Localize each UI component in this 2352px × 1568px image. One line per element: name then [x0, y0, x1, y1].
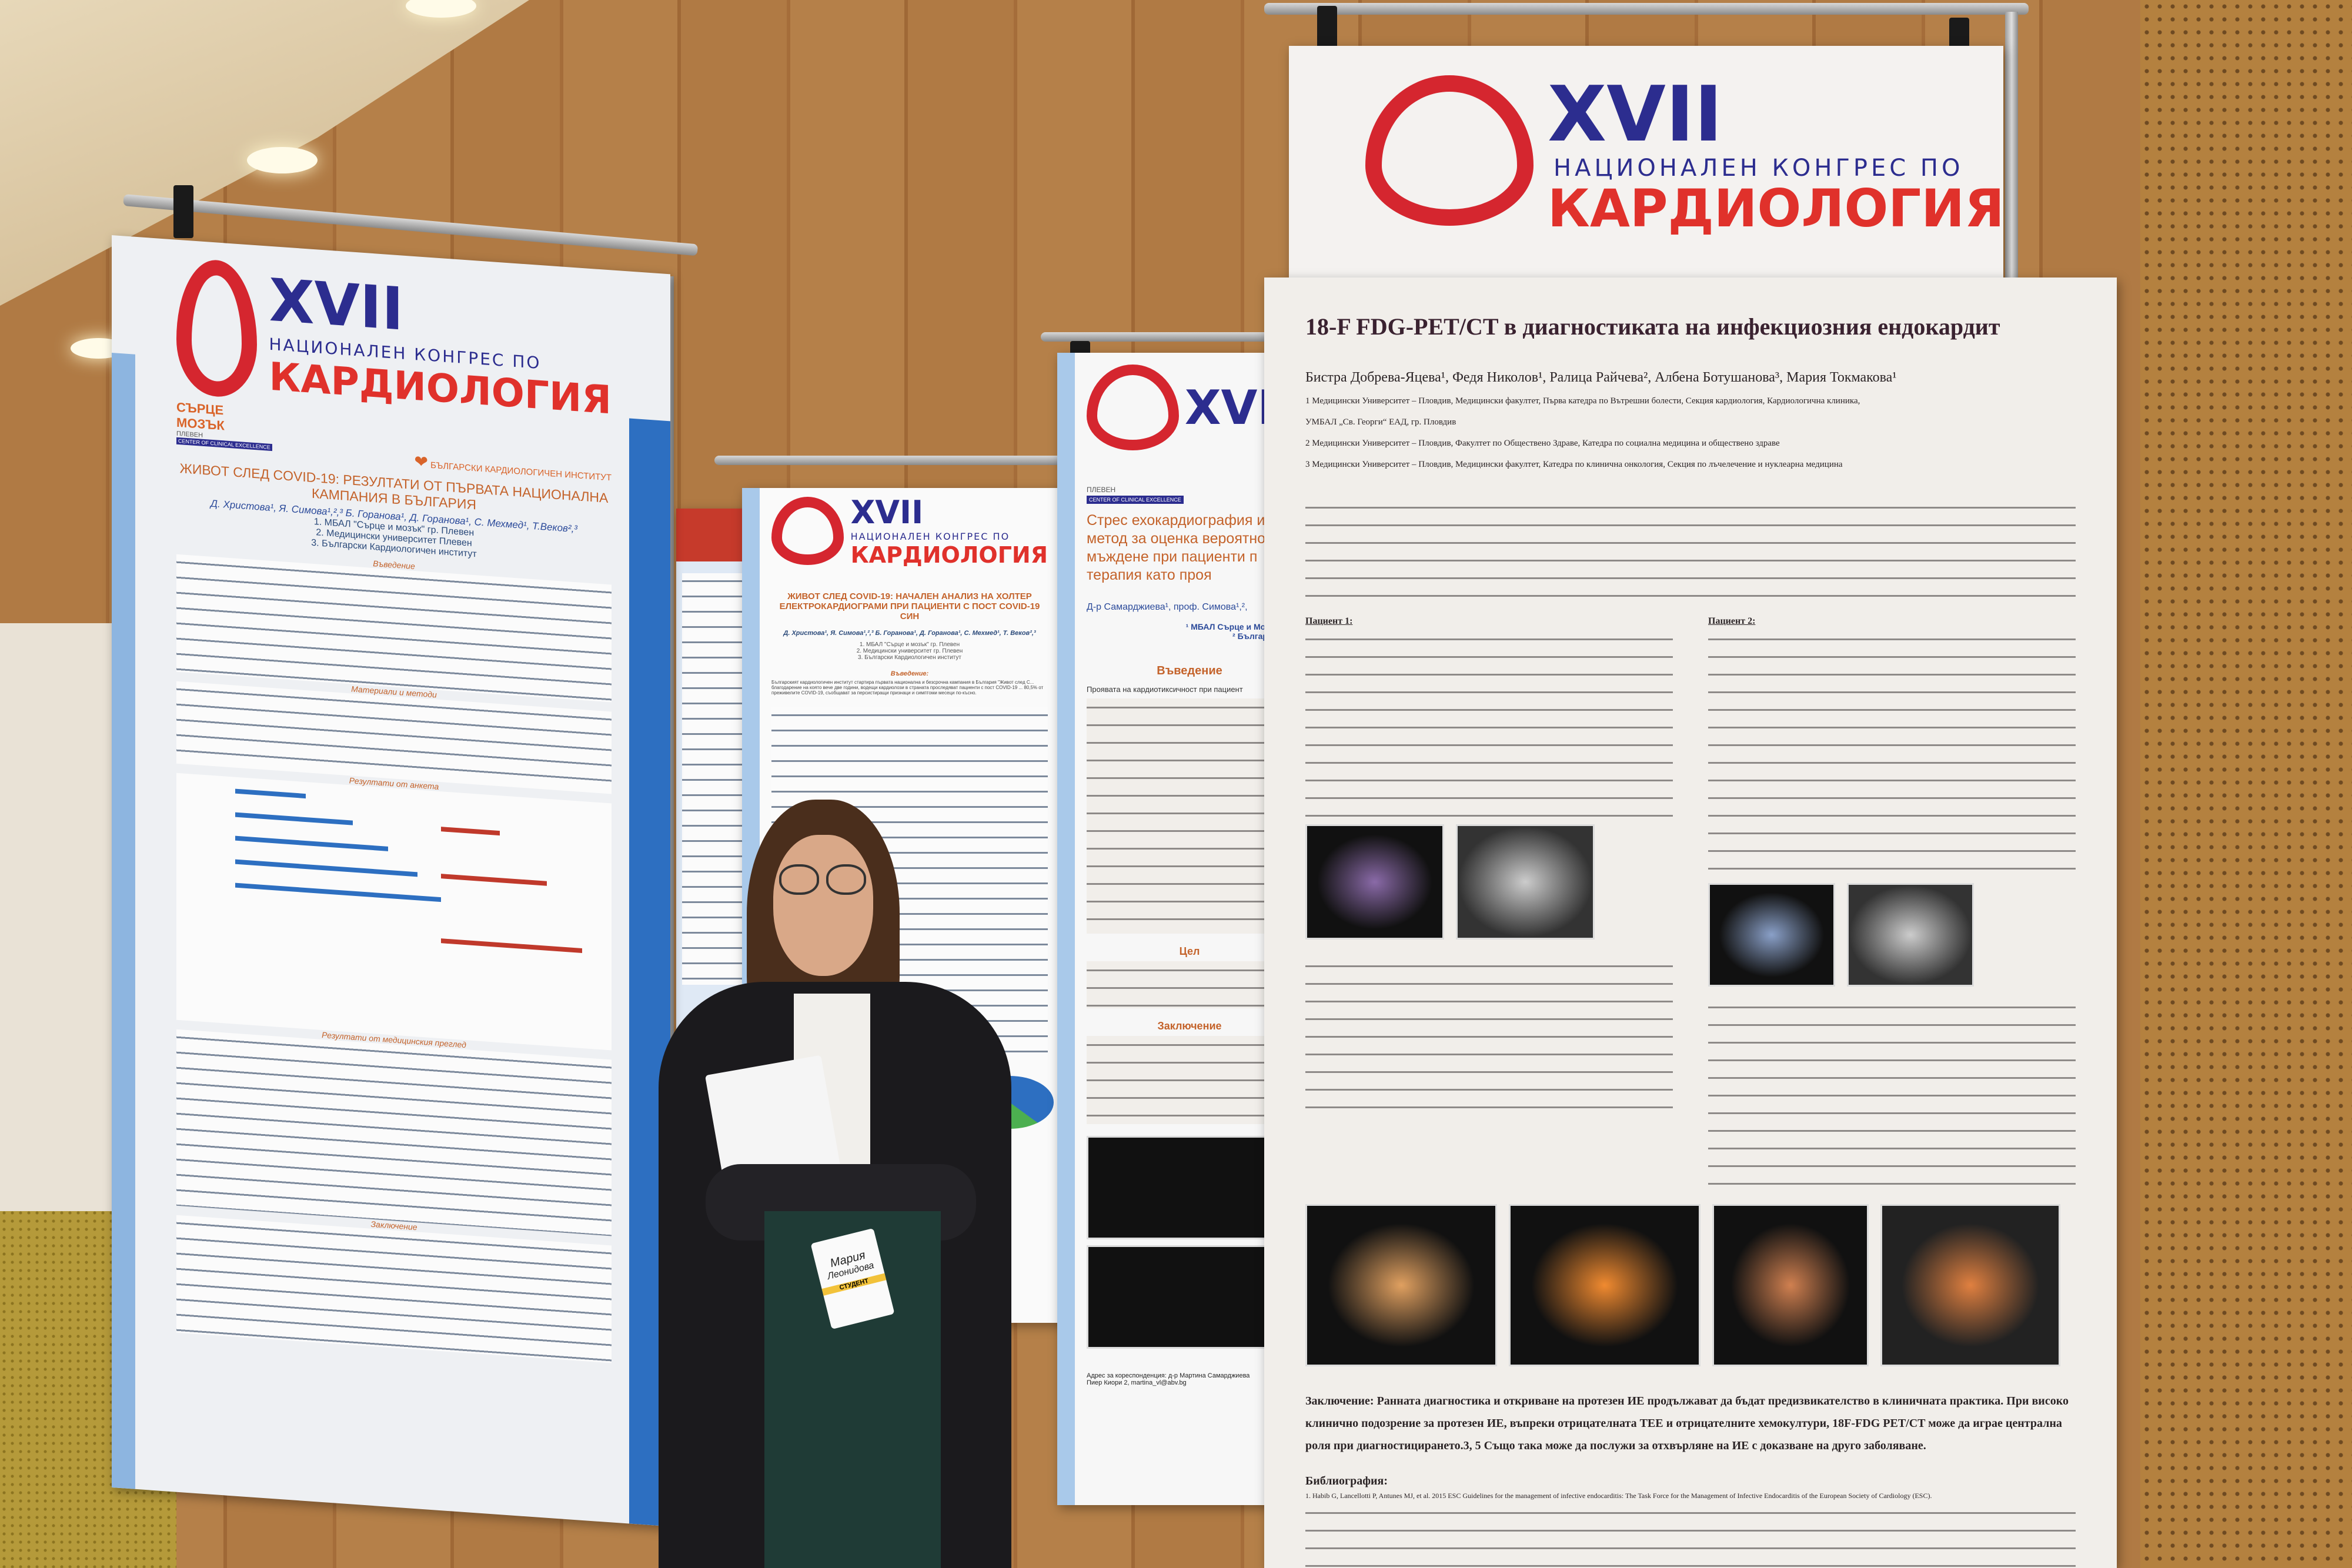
chest-xray-image — [1847, 883, 1974, 987]
echo-image — [1087, 1136, 1292, 1239]
poster-rod — [1264, 3, 2029, 15]
echo-image — [1087, 1245, 1292, 1349]
congress-line2: КАРДИОЛОГИЯ — [1548, 178, 2003, 239]
binder-clip — [173, 185, 193, 238]
congress-line1: НАЦИОНАЛЕН КОНГРЕС ПО — [850, 531, 1010, 542]
affiliation: 1 Медицински Университет – Пловдив, Меди… — [1305, 396, 1860, 406]
stand-pole — [2005, 12, 2018, 294]
intro-text: Проявата на кардиотиксичност при пациент — [1087, 685, 1243, 694]
poster-stress-echo: XVII ПЛЕВЕН CENTER OF CLINICAL EXCELLENC… — [1057, 353, 1304, 1505]
poster-title-line: терапия като проя — [1087, 567, 1212, 583]
section-heading: Цел — [1179, 945, 1200, 957]
poster-authors: Д. Христова¹, Я. Симова¹,²,³ Б. Горанова… — [783, 630, 1036, 637]
poster-title-line: Стрес ехокардиография и — [1087, 512, 1265, 529]
glasses-icon — [826, 864, 866, 895]
bar-chart-graphic — [176, 773, 612, 1051]
heart-ecg-icon — [1087, 365, 1179, 450]
glasses-icon — [779, 864, 819, 895]
poster-title-line: метод за оценка вероятно — [1087, 530, 1266, 547]
affiliation: 2. Медицински университет гр. Плевен — [856, 648, 963, 654]
ceiling-light — [247, 147, 318, 173]
pet-ct-image — [1509, 1204, 1700, 1366]
heart-ecg-icon — [1365, 75, 1534, 226]
contact-text: Пиер Киори 2, martina_vl@abv.bg — [1087, 1379, 1187, 1386]
affiliation: ² Български ка — [1232, 631, 1292, 641]
distant-poster — [676, 509, 753, 1038]
poster-title: 18-F FDG-PET/CT в диагностиката на инфек… — [1305, 313, 2000, 340]
patient-heading: Пациент 2: — [1708, 616, 1756, 626]
section-heading: Въведение: — [890, 670, 929, 677]
perforated-wall-panel — [2140, 0, 2352, 1568]
affiliation: 1. МБАЛ "Сърце и мозък" гр. Плевен — [859, 641, 960, 648]
echo-image — [1305, 824, 1444, 940]
conclusion-text: Заключение: Ранната диагностика и открив… — [1305, 1395, 2069, 1452]
contact-text: Адрес за кореспонденция: д-р Мартина Сам… — [1087, 1372, 1250, 1379]
poster-authors: Бистра Добрева-Яцева¹, Федя Николов¹, Ра… — [1305, 370, 1897, 385]
face — [773, 835, 873, 976]
affiliation: 3 Медицински Университет – Пловдив, Меди… — [1305, 460, 1843, 469]
section-heading: Въведение — [1157, 664, 1222, 677]
section-heading: Заключение — [1157, 1020, 1222, 1032]
pet-ct-image — [1880, 1204, 2060, 1366]
affiliation: 2 Медицински Университет – Пловдив, Факу… — [1305, 439, 1780, 448]
echo-image — [1708, 883, 1835, 987]
affiliation: 3. Български Кардиологичен институт — [858, 654, 961, 661]
congress-line1: НАЦИОНАЛЕН КОНГРЕС ПО — [1553, 155, 1964, 182]
congress-number: XVII — [1548, 69, 1723, 159]
poster-pet-ct: 18-F FDG-PET/CT в диагностиката на инфек… — [1264, 278, 2117, 1568]
affiliation: УМБАЛ „Св. Георги“ ЕАД, гр. Пловдив — [1305, 417, 1456, 427]
pet-ct-image — [1712, 1204, 1869, 1366]
background-wall — [0, 623, 118, 1211]
congress-line2: КАРДИОЛОГИЯ — [850, 542, 1048, 568]
heart-ecg-icon — [771, 497, 844, 565]
bibliography-entry: 1. Habib G, Lancellotti P, Antunes MJ, e… — [1305, 1492, 1932, 1500]
affiliation: ¹ МБАЛ Сърце и Мозък гр. — [1185, 622, 1292, 631]
org-city: ПЛЕВЕН — [1087, 486, 1116, 494]
poster-authors: Д-р Самарджиева¹, проф. Симова¹,², — [1087, 602, 1248, 612]
pet-ct-image — [1305, 1204, 1497, 1366]
patient-heading: Пациент 1: — [1305, 616, 1353, 626]
congress-header-sheet: XVII НАЦИОНАЛЕН КОНГРЕС ПО КАРДИОЛОГИЯ — [1289, 46, 2003, 281]
poster-title-line: мъждене при пациенти п — [1087, 549, 1258, 565]
poster-title: ЖИВОТ СЛЕД COVID-19: НАЧАЛЕН АНАЛИЗ НА Х… — [779, 591, 1040, 621]
heart-ecg-icon — [176, 257, 258, 400]
chest-xray-image — [1456, 824, 1595, 940]
poster-rod — [1041, 332, 1317, 342]
bibliography-heading: Библиография: — [1305, 1475, 1388, 1487]
poster-life-after-covid: XVII НАЦИОНАЛЕН КОНГРЕС ПО КАРДИОЛОГИЯ С… — [112, 235, 670, 1527]
woman-attendee: Мария Леонидова СТУДЕНТ — [659, 800, 1023, 1568]
poster-rod — [714, 456, 1079, 465]
heart-brain-logo: СЪРЦЕ МОЗЪК ПЛЕВЕН CENTER OF CLINICAL EX… — [176, 400, 272, 452]
org-tagline: CENTER OF CLINICAL EXCELLENCE — [1087, 496, 1184, 504]
congress-number: XVII — [850, 494, 924, 531]
intro-text: Българският кардиологичен институт старт… — [771, 680, 1044, 696]
